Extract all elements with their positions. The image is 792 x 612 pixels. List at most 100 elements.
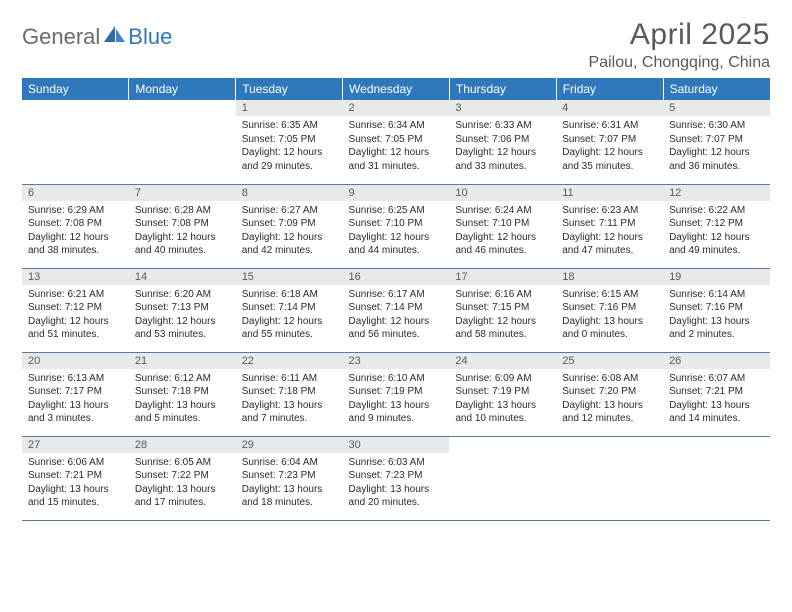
daylight-text: Daylight: 13 hours and 12 minutes.: [562, 399, 657, 426]
day-number: 15: [236, 269, 343, 285]
calendar-day-cell: 12Sunrise: 6:22 AMSunset: 7:12 PMDayligh…: [663, 184, 770, 268]
daylight-text: Daylight: 12 hours and 31 minutes.: [349, 146, 444, 173]
sunset-text: Sunset: 7:07 PM: [669, 133, 764, 147]
calendar-day-cell: .: [449, 436, 556, 520]
daylight-text: Daylight: 12 hours and 53 minutes.: [135, 315, 230, 342]
day-number: 12: [663, 185, 770, 201]
daylight-text: Daylight: 12 hours and 29 minutes.: [242, 146, 337, 173]
daylight-text: Daylight: 13 hours and 20 minutes.: [349, 483, 444, 510]
day-number: 23: [343, 353, 450, 369]
sunrise-text: Sunrise: 6:14 AM: [669, 288, 764, 302]
sunrise-text: Sunrise: 6:27 AM: [242, 204, 337, 218]
sunrise-text: Sunrise: 6:13 AM: [28, 372, 123, 386]
day-number: 30: [343, 437, 450, 453]
daylight-text: Daylight: 12 hours and 46 minutes.: [455, 231, 550, 258]
daylight-text: Daylight: 12 hours and 36 minutes.: [669, 146, 764, 173]
day-body: Sunrise: 6:15 AMSunset: 7:16 PMDaylight:…: [556, 285, 663, 344]
sunset-text: Sunset: 7:14 PM: [242, 301, 337, 315]
daylight-text: Daylight: 13 hours and 3 minutes.: [28, 399, 123, 426]
day-number: 13: [22, 269, 129, 285]
day-number: 8: [236, 185, 343, 201]
day-number: 1: [236, 100, 343, 116]
day-number: 24: [449, 353, 556, 369]
calendar-day-cell: 21Sunrise: 6:12 AMSunset: 7:18 PMDayligh…: [129, 352, 236, 436]
daylight-text: Daylight: 13 hours and 7 minutes.: [242, 399, 337, 426]
day-body: Sunrise: 6:10 AMSunset: 7:19 PMDaylight:…: [343, 369, 450, 428]
day-body: Sunrise: 6:13 AMSunset: 7:17 PMDaylight:…: [22, 369, 129, 428]
day-body: Sunrise: 6:05 AMSunset: 7:22 PMDaylight:…: [129, 453, 236, 512]
weekday-header: Wednesday: [343, 78, 450, 100]
daylight-text: Daylight: 12 hours and 38 minutes.: [28, 231, 123, 258]
day-body: Sunrise: 6:22 AMSunset: 7:12 PMDaylight:…: [663, 201, 770, 260]
day-body: Sunrise: 6:18 AMSunset: 7:14 PMDaylight:…: [236, 285, 343, 344]
calendar-week-row: 27Sunrise: 6:06 AMSunset: 7:21 PMDayligh…: [22, 436, 770, 520]
daylight-text: Daylight: 12 hours and 51 minutes.: [28, 315, 123, 342]
daylight-text: Daylight: 12 hours and 56 minutes.: [349, 315, 444, 342]
day-body: Sunrise: 6:08 AMSunset: 7:20 PMDaylight:…: [556, 369, 663, 428]
day-body: Sunrise: 6:03 AMSunset: 7:23 PMDaylight:…: [343, 453, 450, 512]
calendar-day-cell: 6Sunrise: 6:29 AMSunset: 7:08 PMDaylight…: [22, 184, 129, 268]
calendar-day-cell: 16Sunrise: 6:17 AMSunset: 7:14 PMDayligh…: [343, 268, 450, 352]
title-block: April 2025 Pailou, Chongqing, China: [589, 18, 770, 72]
calendar-day-cell: .: [663, 436, 770, 520]
sunset-text: Sunset: 7:19 PM: [455, 385, 550, 399]
calendar-day-cell: 22Sunrise: 6:11 AMSunset: 7:18 PMDayligh…: [236, 352, 343, 436]
sunset-text: Sunset: 7:10 PM: [349, 217, 444, 231]
sunrise-text: Sunrise: 6:11 AM: [242, 372, 337, 386]
day-number: 19: [663, 269, 770, 285]
sunset-text: Sunset: 7:19 PM: [349, 385, 444, 399]
sunset-text: Sunset: 7:08 PM: [135, 217, 230, 231]
sunset-text: Sunset: 7:13 PM: [135, 301, 230, 315]
day-body: Sunrise: 6:25 AMSunset: 7:10 PMDaylight:…: [343, 201, 450, 260]
sunset-text: Sunset: 7:21 PM: [669, 385, 764, 399]
sunset-text: Sunset: 7:17 PM: [28, 385, 123, 399]
sunrise-text: Sunrise: 6:23 AM: [562, 204, 657, 218]
calendar-day-cell: 23Sunrise: 6:10 AMSunset: 7:19 PMDayligh…: [343, 352, 450, 436]
daylight-text: Daylight: 12 hours and 33 minutes.: [455, 146, 550, 173]
weekday-header: Tuesday: [236, 78, 343, 100]
day-body: Sunrise: 6:16 AMSunset: 7:15 PMDaylight:…: [449, 285, 556, 344]
calendar-day-cell: 25Sunrise: 6:08 AMSunset: 7:20 PMDayligh…: [556, 352, 663, 436]
sunset-text: Sunset: 7:05 PM: [349, 133, 444, 147]
calendar-page: General Blue April 2025 Pailou, Chongqin…: [0, 0, 792, 521]
day-number: 22: [236, 353, 343, 369]
day-number: 5: [663, 100, 770, 116]
calendar-week-row: 20Sunrise: 6:13 AMSunset: 7:17 PMDayligh…: [22, 352, 770, 436]
sunrise-text: Sunrise: 6:34 AM: [349, 119, 444, 133]
location-text: Pailou, Chongqing, China: [589, 54, 770, 72]
sunset-text: Sunset: 7:22 PM: [135, 469, 230, 483]
daylight-text: Daylight: 13 hours and 10 minutes.: [455, 399, 550, 426]
day-body: Sunrise: 6:11 AMSunset: 7:18 PMDaylight:…: [236, 369, 343, 428]
calendar-day-cell: 14Sunrise: 6:20 AMSunset: 7:13 PMDayligh…: [129, 268, 236, 352]
sunset-text: Sunset: 7:08 PM: [28, 217, 123, 231]
logo-sail-icon: [104, 26, 126, 49]
calendar-day-cell: 4Sunrise: 6:31 AMSunset: 7:07 PMDaylight…: [556, 100, 663, 184]
day-body: Sunrise: 6:06 AMSunset: 7:21 PMDaylight:…: [22, 453, 129, 512]
day-number: 16: [343, 269, 450, 285]
calendar-week-row: ..1Sunrise: 6:35 AMSunset: 7:05 PMDaylig…: [22, 100, 770, 184]
weekday-header: Sunday: [22, 78, 129, 100]
calendar-day-cell: 17Sunrise: 6:16 AMSunset: 7:15 PMDayligh…: [449, 268, 556, 352]
day-body: Sunrise: 6:35 AMSunset: 7:05 PMDaylight:…: [236, 116, 343, 175]
day-number: 18: [556, 269, 663, 285]
weekday-header: Monday: [129, 78, 236, 100]
day-number: 20: [22, 353, 129, 369]
calendar-day-cell: 2Sunrise: 6:34 AMSunset: 7:05 PMDaylight…: [343, 100, 450, 184]
sunset-text: Sunset: 7:18 PM: [135, 385, 230, 399]
day-body: Sunrise: 6:28 AMSunset: 7:08 PMDaylight:…: [129, 201, 236, 260]
sunrise-text: Sunrise: 6:15 AM: [562, 288, 657, 302]
calendar-day-cell: .: [22, 100, 129, 184]
day-body: Sunrise: 6:24 AMSunset: 7:10 PMDaylight:…: [449, 201, 556, 260]
day-body: Sunrise: 6:09 AMSunset: 7:19 PMDaylight:…: [449, 369, 556, 428]
calendar-table: SundayMondayTuesdayWednesdayThursdayFrid…: [22, 78, 770, 521]
daylight-text: Daylight: 13 hours and 9 minutes.: [349, 399, 444, 426]
calendar-day-cell: 13Sunrise: 6:21 AMSunset: 7:12 PMDayligh…: [22, 268, 129, 352]
calendar-day-cell: 29Sunrise: 6:04 AMSunset: 7:23 PMDayligh…: [236, 436, 343, 520]
calendar-day-cell: 1Sunrise: 6:35 AMSunset: 7:05 PMDaylight…: [236, 100, 343, 184]
sunset-text: Sunset: 7:14 PM: [349, 301, 444, 315]
daylight-text: Daylight: 12 hours and 47 minutes.: [562, 231, 657, 258]
sunset-text: Sunset: 7:10 PM: [455, 217, 550, 231]
day-body: Sunrise: 6:14 AMSunset: 7:16 PMDaylight:…: [663, 285, 770, 344]
daylight-text: Daylight: 13 hours and 14 minutes.: [669, 399, 764, 426]
day-number: 9: [343, 185, 450, 201]
